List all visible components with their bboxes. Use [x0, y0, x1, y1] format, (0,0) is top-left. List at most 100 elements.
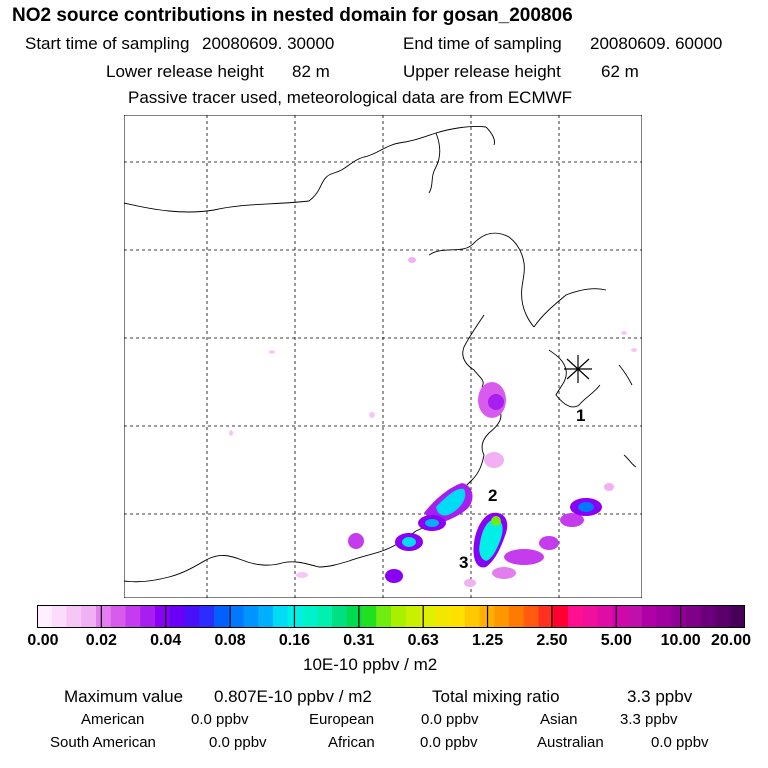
japan-island — [623, 454, 637, 468]
max-value: 0.807E-10 ppbv / m2 — [214, 687, 372, 706]
mongolia-border — [124, 126, 487, 213]
colorbar-tick-label: 5.00 — [600, 632, 632, 649]
colorbar-tick-label: 0.08 — [214, 632, 246, 649]
colorbar-swatch — [464, 605, 480, 628]
colorbar-swatch — [612, 605, 628, 628]
colorbar-swatch — [287, 605, 303, 628]
colorbar-swatch — [391, 605, 407, 628]
colorbar-swatch — [184, 605, 200, 628]
lower-release-value: 82 m — [292, 62, 330, 81]
shandong-coast — [462, 314, 485, 388]
colorbar-swatch — [81, 605, 97, 628]
start-time-label: Start time of sampling — [25, 34, 190, 53]
colorbar-swatch — [420, 605, 436, 628]
plume-region — [385, 569, 403, 583]
region-name: Australian — [537, 734, 604, 751]
colorbar-swatch — [332, 605, 348, 628]
plume-spot — [604, 483, 614, 491]
map-title: NO2 source contributions in nested domai… — [12, 5, 573, 26]
plume-max-spot — [491, 516, 501, 526]
upper-release-label: Upper release height — [403, 62, 561, 81]
plume-region — [348, 533, 364, 549]
colorbar-swatch — [125, 605, 141, 628]
site-label-3: 3 — [459, 553, 468, 572]
region-value: 0.0 ppbv — [651, 734, 709, 751]
plume-region-core — [425, 519, 439, 527]
colorbar-swatch — [435, 605, 451, 628]
plume-region-core — [578, 502, 594, 512]
lat-lon-grid — [124, 115, 642, 598]
end-time-value: 20080609. 60000 — [590, 34, 723, 53]
end-time-label: End time of sampling — [403, 34, 562, 53]
plume-spot — [408, 257, 416, 263]
plume-region-3-core — [479, 519, 503, 561]
colorbar-units: 10E-10 ppbv / m2 — [303, 655, 438, 674]
colorbar-swatch — [671, 605, 687, 628]
plume-region-core — [402, 537, 416, 547]
south-china-border — [124, 555, 320, 583]
region-value: 3.3 ppbv — [620, 711, 678, 728]
plume-spot — [369, 412, 375, 418]
plume-region — [560, 513, 584, 527]
colorbar-frame — [37, 605, 745, 628]
source-contribution-map: 1 2 3 — [124, 115, 642, 598]
region-name: South American — [50, 734, 156, 751]
colorbar-tick-label: 0.04 — [150, 632, 182, 649]
plume-spot — [229, 430, 233, 436]
colorbar-swatch — [450, 605, 466, 628]
colorbar-swatch — [597, 605, 613, 628]
region-value: 0.0 ppbv — [420, 734, 478, 751]
colorbar-swatch — [361, 605, 377, 628]
japan-coast — [618, 364, 633, 386]
colorbar-swatch — [568, 605, 584, 628]
plume-spot — [269, 350, 275, 354]
colorbar-swatch — [523, 605, 539, 628]
tracer-plumes — [229, 257, 637, 587]
plume-spot — [631, 348, 637, 352]
region-name: European — [309, 711, 375, 728]
colorbar-swatch — [51, 605, 67, 628]
receptor-asterisk-icon — [564, 355, 592, 383]
upper-release-value: 62 m — [601, 62, 639, 81]
bohai-coast — [428, 232, 535, 328]
total-mixing-label: Total mixing ratio — [432, 687, 560, 706]
region-name: African — [328, 734, 375, 751]
colorbar-swatch — [641, 605, 657, 628]
colorbar-swatch — [686, 605, 702, 628]
plume-spot — [296, 572, 308, 578]
colorbar-tick-label: 20.00 — [710, 632, 752, 649]
plume-region — [484, 452, 504, 468]
site-label-1: 1 — [576, 406, 585, 425]
colorbar-swatch — [110, 605, 126, 628]
colorbar-swatch — [509, 605, 525, 628]
colorbar-swatch — [169, 605, 185, 628]
plume-spot — [464, 579, 476, 587]
colorbar-swatch — [405, 605, 421, 628]
colorbar — [37, 605, 745, 628]
plume-region — [492, 567, 516, 579]
region-name: Asian — [540, 711, 578, 728]
colorbar-swatch — [494, 605, 510, 628]
colorbar-swatch — [66, 605, 82, 628]
max-value-label: Maximum value — [64, 687, 184, 706]
region-value: 0.0 ppbv — [421, 711, 479, 728]
colorbar-tick-label: 1.25 — [471, 632, 504, 649]
colorbar-swatch — [228, 605, 244, 628]
region-value: 0.0 ppbv — [209, 734, 267, 751]
colorbar-swatch — [155, 605, 171, 628]
colorbar-swatch — [730, 605, 745, 628]
colorbar-swatch — [258, 605, 274, 628]
region-value: 0.0 ppbv — [191, 711, 249, 728]
colorbar-swatch — [317, 605, 333, 628]
tracer-note: Passive tracer used, meteorological data… — [128, 88, 573, 107]
korea-north-coast — [533, 288, 607, 328]
colorbar-swatch — [37, 605, 53, 628]
lower-release-label: Lower release height — [106, 62, 264, 81]
colorbar-swatch — [96, 605, 112, 628]
plume-region — [539, 536, 559, 550]
colorbar-tick-label: 0.02 — [85, 632, 117, 649]
colorbar-swatch — [656, 605, 672, 628]
colorbar-swatch — [582, 605, 598, 628]
colorbar-swatch — [140, 605, 156, 628]
colorbar-swatch — [302, 605, 318, 628]
